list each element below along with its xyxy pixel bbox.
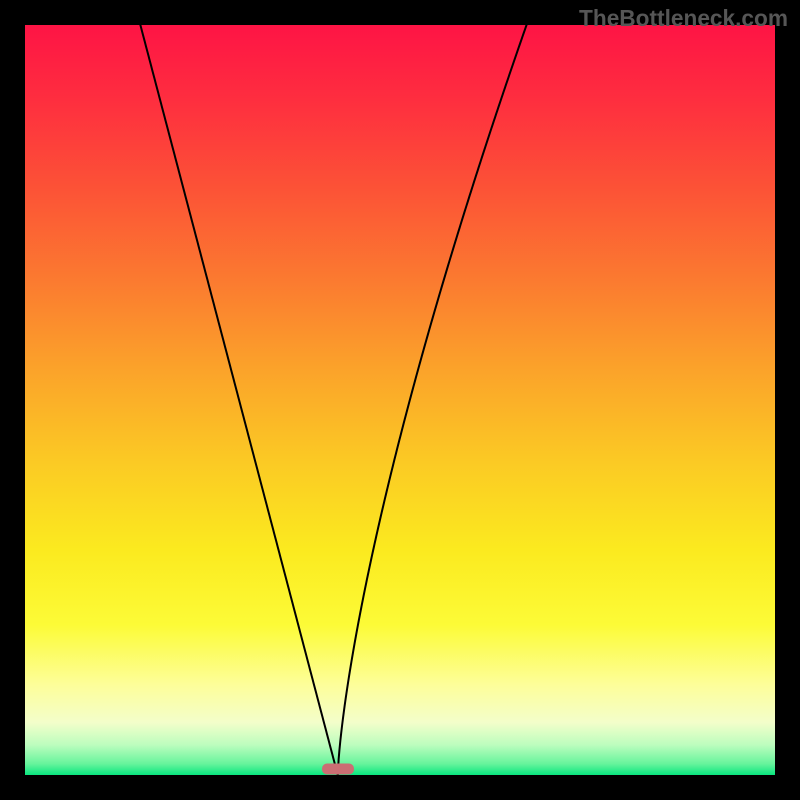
- watermark-text: TheBottleneck.com: [579, 5, 788, 32]
- plot-background: [25, 25, 775, 775]
- chart-root: TheBottleneck.com: [0, 0, 800, 800]
- ideal-marker: [322, 764, 354, 775]
